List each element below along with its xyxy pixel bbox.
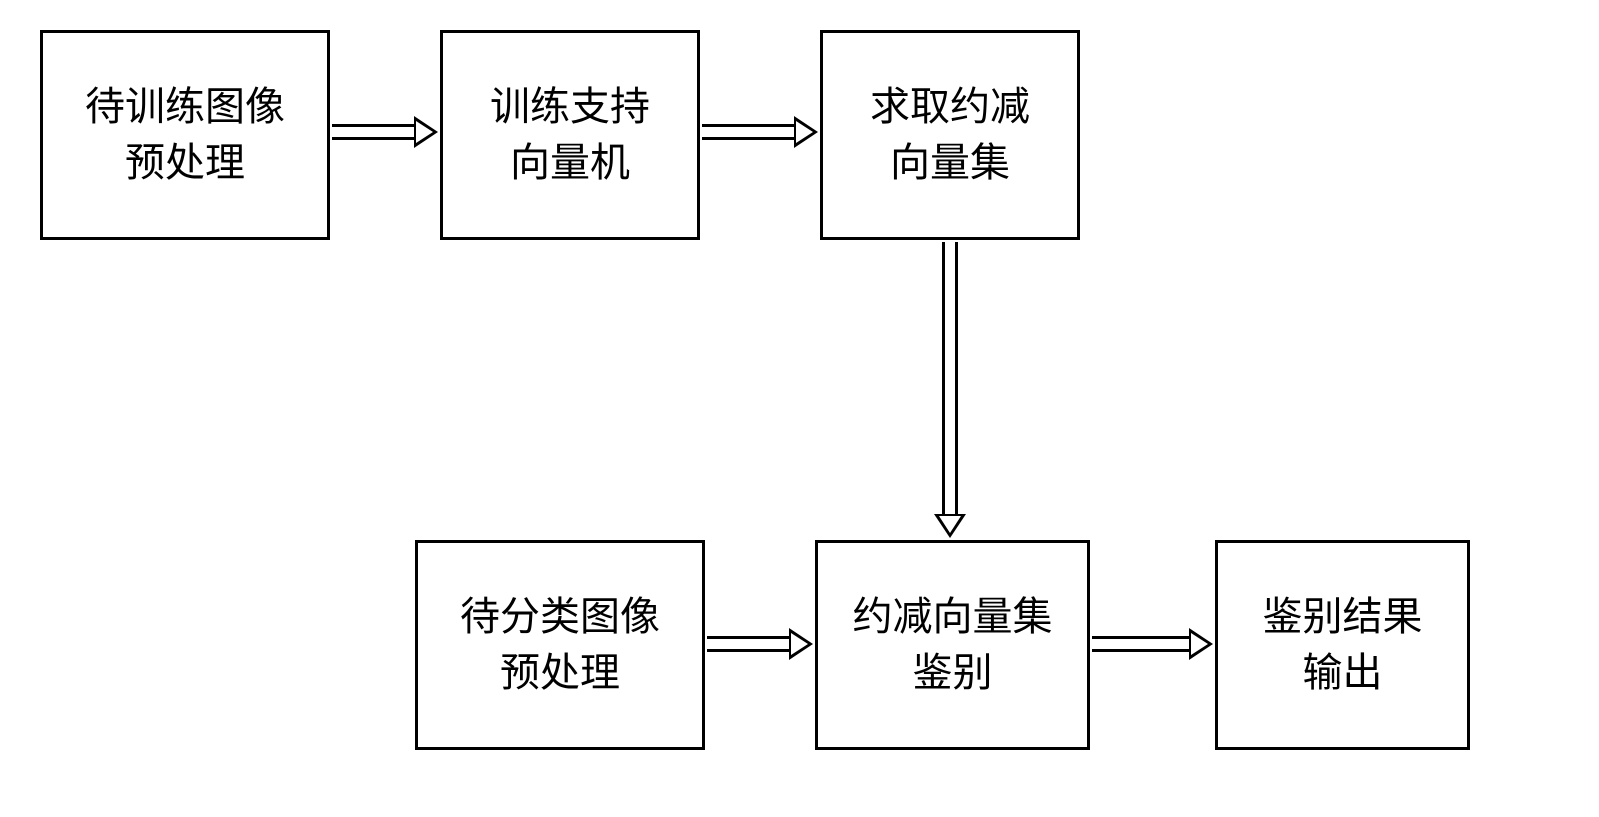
node-classify-image-preprocess: 待分类图像 预处理 <box>415 540 705 750</box>
node-label-line2: 输出 <box>1303 650 1383 695</box>
node-label-line2: 鉴别 <box>913 650 993 695</box>
arrow-n4-n5 <box>707 632 813 656</box>
node-label-line1: 约减向量集 <box>853 594 1053 639</box>
node-label-line2: 向量机 <box>510 140 630 185</box>
node-result-output: 鉴别结果 输出 <box>1215 540 1470 750</box>
node-label-line1: 鉴别结果 <box>1263 594 1423 639</box>
node-label-line1: 训练支持 <box>490 84 650 129</box>
node-label-line1: 待分类图像 <box>460 594 660 639</box>
flowchart-canvas: 待训练图像 预处理 训练支持 向量机 求取约减 向量集 待分类图像 预处理 约减… <box>0 0 1599 817</box>
node-label-line1: 求取约减 <box>870 84 1030 129</box>
arrow-n1-n2 <box>332 120 438 144</box>
node-train-image-preprocess: 待训练图像 预处理 <box>40 30 330 240</box>
node-label-line1: 待训练图像 <box>85 84 285 129</box>
arrow-n2-n3 <box>702 120 818 144</box>
node-label-line2: 向量集 <box>890 140 1010 185</box>
node-reduced-vector-set: 求取约减 向量集 <box>820 30 1080 240</box>
node-train-svm: 训练支持 向量机 <box>440 30 700 240</box>
arrow-n5-n6 <box>1092 632 1213 656</box>
node-reduced-set-discriminate: 约减向量集 鉴别 <box>815 540 1090 750</box>
node-label-line2: 预处理 <box>125 140 245 185</box>
node-label-line2: 预处理 <box>500 650 620 695</box>
arrow-n3-n5 <box>938 242 962 538</box>
